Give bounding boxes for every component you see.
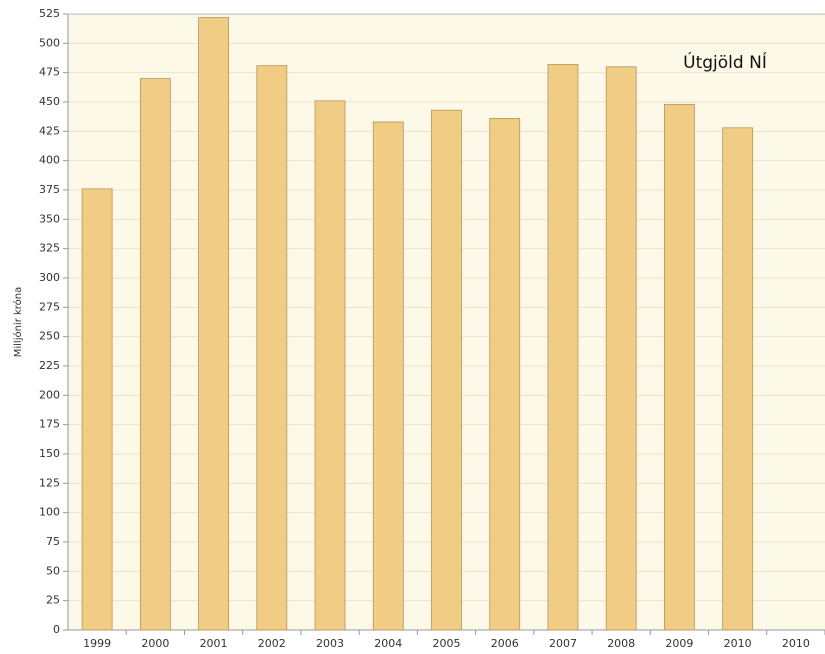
y-tick-label: 25 xyxy=(46,594,60,607)
bar xyxy=(664,103,695,631)
x-tick-label: 2002 xyxy=(258,637,286,650)
y-tick-label: 400 xyxy=(39,154,60,167)
y-tick-label: 525 xyxy=(39,7,60,20)
x-tick-label: 2006 xyxy=(491,637,519,650)
y-tick-label: 375 xyxy=(39,183,60,196)
bar xyxy=(722,127,754,631)
y-tick-label: 300 xyxy=(39,271,60,284)
y-tick-label: 250 xyxy=(39,330,60,343)
y-tick-label: 350 xyxy=(39,212,60,225)
y-tick-label: 225 xyxy=(39,359,60,372)
y-tick-label: 200 xyxy=(39,388,60,401)
x-tick-label: 2001 xyxy=(200,637,228,650)
x-tick-label: 2004 xyxy=(374,637,402,650)
y-tick-label: 100 xyxy=(39,506,60,519)
bar xyxy=(547,64,579,631)
bar xyxy=(198,17,229,631)
y-tick-label: 150 xyxy=(39,447,60,460)
y-tick-label: 175 xyxy=(39,418,60,431)
bar xyxy=(256,65,288,631)
chart-title: Útgjöld NÍ xyxy=(683,51,767,73)
y-tick-label: 325 xyxy=(39,242,60,255)
x-tick-label: 1999 xyxy=(83,637,111,650)
x-tick-label: 2005 xyxy=(433,637,461,650)
y-axis-label: Milljónir króna xyxy=(12,287,24,358)
bar xyxy=(431,109,462,631)
x-tick-label: 2007 xyxy=(549,637,577,650)
bar xyxy=(372,121,404,631)
y-tick-label: 50 xyxy=(46,564,60,577)
y-tick-label: 125 xyxy=(39,476,60,489)
bar xyxy=(605,66,637,631)
bar xyxy=(139,78,171,631)
x-tick-label: 2003 xyxy=(316,637,344,650)
x-tick-label: 2008 xyxy=(607,637,635,650)
x-tick-label: 2010 xyxy=(724,637,752,650)
bar xyxy=(81,188,113,631)
x-tick-label: 2009 xyxy=(665,637,693,650)
y-tick-label: 425 xyxy=(39,124,60,137)
y-tick-label: 450 xyxy=(39,95,60,108)
y-tick-label: 0 xyxy=(53,623,60,636)
bar xyxy=(489,118,521,631)
y-tick-label: 75 xyxy=(46,535,60,548)
x-tick-label: 2010 xyxy=(782,637,810,650)
y-tick-label: 275 xyxy=(39,300,60,313)
y-tick-label: 500 xyxy=(39,36,60,49)
bar xyxy=(314,100,346,631)
x-tick-label: 2000 xyxy=(141,637,169,650)
y-tick-label: 475 xyxy=(39,66,60,79)
